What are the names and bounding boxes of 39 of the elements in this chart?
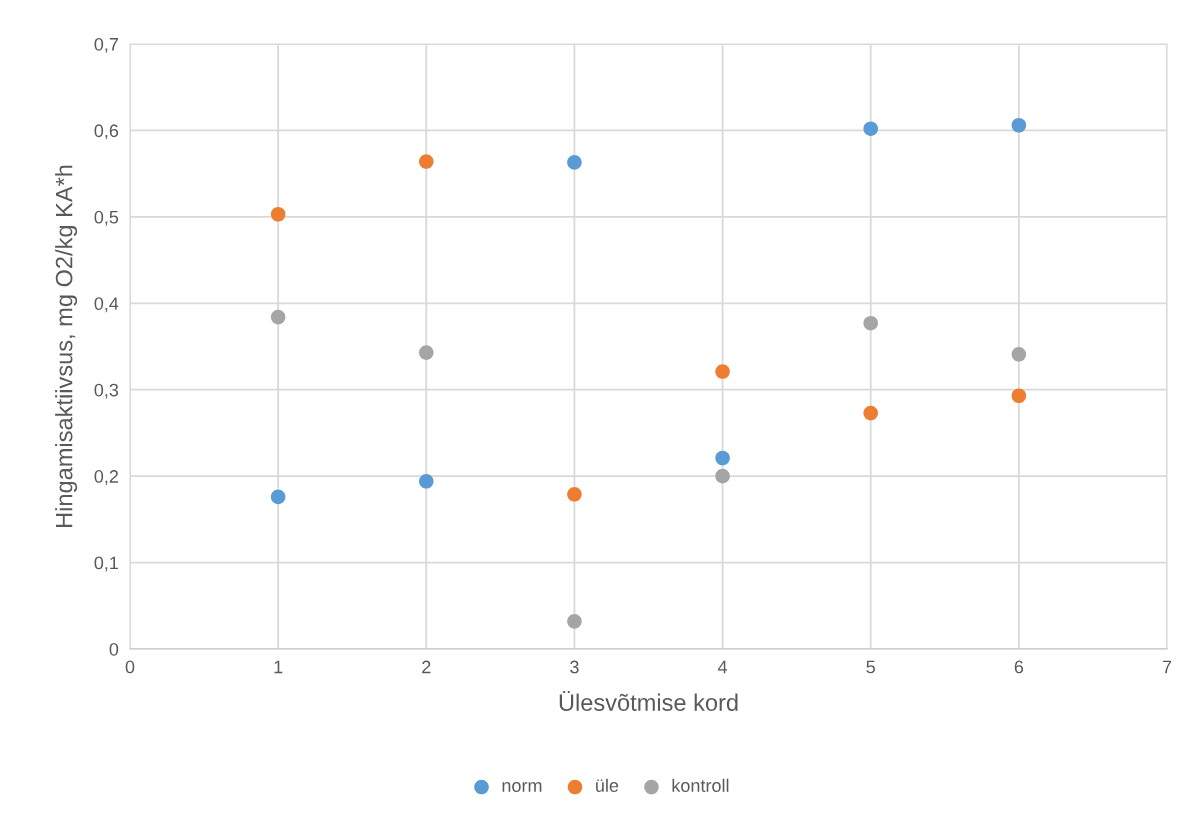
y-tick-label: 0,5 — [94, 210, 119, 226]
x-tick-label: 7 — [1162, 660, 1172, 674]
x-tick-label: 3 — [570, 660, 579, 674]
legend-label: üle — [596, 778, 619, 792]
y-tick-label: 0,7 — [94, 37, 118, 53]
point — [270, 309, 286, 325]
legend-label: norm — [502, 782, 542, 792]
y-axis-title: Hingamisaktiivsus, mg O2/kg KA*h — [55, 165, 78, 527]
x-tick-label: 6 — [1014, 660, 1024, 674]
legend-label: kontroll — [672, 778, 729, 792]
point — [567, 614, 582, 629]
x-tick-label: 2 — [422, 660, 431, 674]
x-tick-label: 0 — [125, 660, 135, 674]
point — [1011, 117, 1027, 133]
y-tick-label: 0,3 — [94, 383, 119, 399]
point — [419, 345, 434, 360]
y-tick-label: 0,1 — [94, 556, 119, 572]
point — [567, 155, 582, 170]
y-tick-label: 0,6 — [94, 124, 119, 140]
point — [419, 154, 434, 169]
point — [270, 489, 286, 505]
point — [1011, 347, 1027, 362]
point — [863, 315, 878, 331]
x-axis-title: Ülesvõtmise kord — [559, 690, 738, 711]
point — [567, 487, 582, 502]
x-tick-label: 5 — [866, 660, 875, 674]
y-tick-label: 0,2 — [94, 470, 118, 485]
y-tick-label: 0 — [109, 642, 119, 656]
point — [715, 364, 730, 379]
x-tick-label: 1 — [274, 660, 283, 674]
point — [270, 206, 286, 222]
point — [863, 405, 878, 421]
point — [715, 468, 730, 484]
point — [1011, 388, 1027, 404]
point — [715, 450, 730, 466]
x-tick-label: 4 — [717, 660, 728, 674]
point — [863, 121, 878, 136]
y-tick-label: 0,4 — [94, 297, 119, 313]
point — [419, 474, 434, 489]
